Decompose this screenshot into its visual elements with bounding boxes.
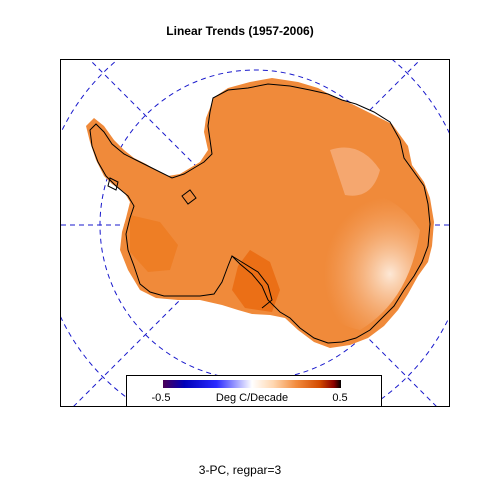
legend-unit-label: Deg C/Decade (216, 392, 288, 404)
legend-colorbar (163, 380, 341, 388)
legend-min-label: -0.5 (152, 392, 171, 404)
legend-max-label: 0.5 (332, 392, 347, 404)
antarctica-trend-field (86, 78, 434, 348)
coastline (89, 83, 431, 344)
map-title: Linear Trends (1957-2006) (166, 24, 314, 38)
color-legend: -0.5 Deg C/Decade 0.5 (126, 375, 382, 407)
figure-caption: 3-PC, regpar=3 (198, 463, 282, 477)
